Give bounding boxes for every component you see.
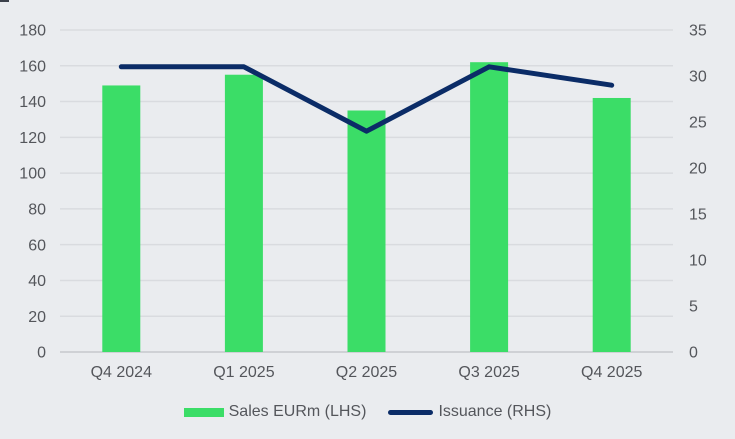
legend-label-sales: Sales EURm (LHS) xyxy=(228,403,367,420)
legend-bar-swatch xyxy=(183,407,224,417)
x-axis-category-label: Q4 2024 xyxy=(91,364,152,381)
sales-bar xyxy=(347,110,386,352)
right-axis-tick-label: 15 xyxy=(689,207,707,224)
right-axis-tick-label: 10 xyxy=(689,253,707,270)
right-axis-tick-label: 30 xyxy=(689,69,707,86)
x-axis-category-label: Q3 2025 xyxy=(458,364,519,381)
right-axis-tick-label: 0 xyxy=(689,345,698,362)
window-corner-artifact xyxy=(0,0,9,2)
legend-item-issuance: Issuance (RHS) xyxy=(388,401,551,423)
left-axis-tick-label: 60 xyxy=(28,237,46,254)
right-axis-tick-label: 20 xyxy=(689,161,707,178)
x-axis-category-label: Q2 2025 xyxy=(336,364,397,381)
left-axis-tick-label: 100 xyxy=(19,166,46,183)
left-axis-tick-label: 180 xyxy=(19,23,46,40)
legend-label-issuance: Issuance (RHS) xyxy=(438,403,552,420)
left-axis-tick-label: 120 xyxy=(19,130,46,147)
left-axis-tick-label: 20 xyxy=(28,309,46,326)
left-axis-tick-label: 0 xyxy=(37,345,46,362)
legend-item-sales: Sales EURm (LHS) xyxy=(183,401,367,423)
x-axis-category-label: Q4 2025 xyxy=(581,364,642,381)
sales-bar xyxy=(470,62,509,352)
combo-chart: 0 20 40 60 80 100 120 140 160 180 0 5 10 15 20 25 30 35 Q4… xyxy=(19,23,707,381)
left-axis-tick-label: 160 xyxy=(19,58,46,75)
sales-bar xyxy=(592,97,631,352)
right-axis-tick-label: 5 xyxy=(689,299,698,316)
left-axis-tick-label: 140 xyxy=(19,94,46,111)
issuance-line xyxy=(118,64,615,134)
right-axis-tick-label: 25 xyxy=(689,115,707,132)
x-axis-category-label: Q1 2025 xyxy=(213,364,274,381)
chart-legend: Sales EURm (LHS) Issuance (RHS) xyxy=(0,401,735,423)
legend-line-swatch xyxy=(388,409,434,415)
right-axis-tick-label: 35 xyxy=(689,23,707,40)
left-axis-tick-label: 40 xyxy=(28,273,46,290)
left-axis-tick-label: 80 xyxy=(28,201,46,218)
sales-bar xyxy=(224,74,263,352)
sales-bar xyxy=(102,85,141,352)
